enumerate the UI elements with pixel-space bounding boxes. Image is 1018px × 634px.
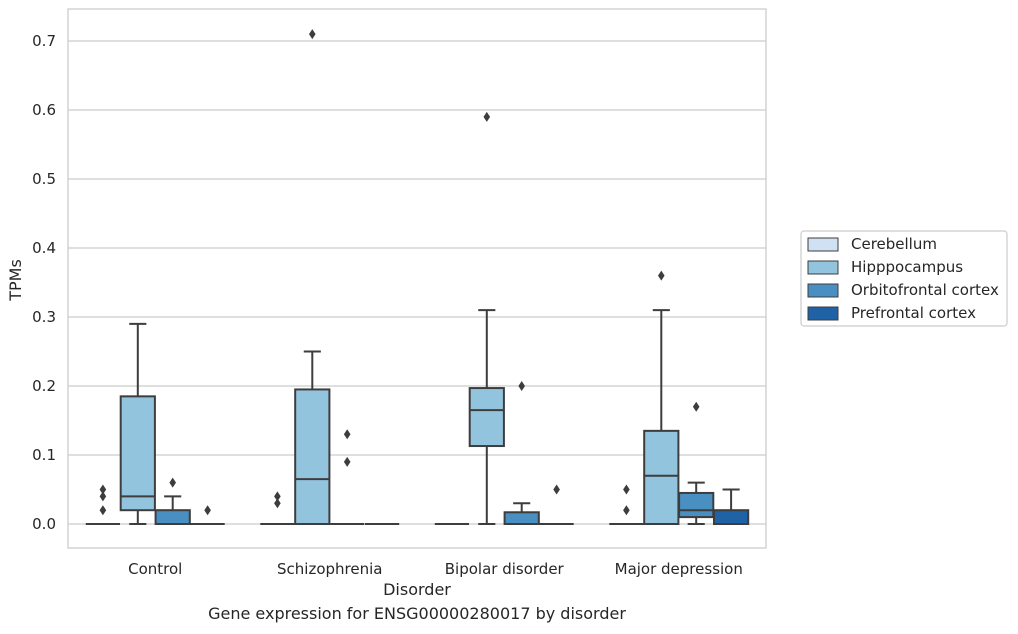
outlier-point [658, 270, 665, 281]
x-tick-label: Bipolar disorder [445, 560, 565, 578]
x-tick-label: Major depression [615, 560, 743, 578]
outlier-point [483, 111, 491, 122]
box-body [154, 509, 191, 526]
figure-caption: Gene expression for ENSG00000280017 by d… [208, 604, 626, 623]
box-hipppocampus [119, 322, 156, 525]
box-orbitofrontal-cortex [503, 381, 540, 526]
outlier-point [309, 29, 316, 40]
outlier-point [343, 429, 351, 440]
legend-frame [800, 230, 1008, 327]
box-cerebellum [85, 484, 121, 525]
outlier-point [553, 484, 560, 495]
box-prefrontal-cortex [539, 484, 574, 525]
box-prefrontal-cortex [712, 488, 750, 526]
outlier-point [623, 505, 630, 516]
y-tick-label: 0.6 [32, 101, 56, 119]
x-tick-label: Schizophrenia [277, 560, 382, 578]
outlier-point [204, 505, 211, 516]
box-orbitofrontal-cortex [154, 477, 191, 526]
box-plots [85, 29, 750, 526]
box-hipppocampus [643, 270, 680, 526]
y-tick-label: 0.0 [32, 515, 56, 533]
grid-lines [68, 40, 766, 525]
box-prefrontal-cortex [190, 505, 225, 525]
legend-label: Hipppocampus [851, 258, 963, 276]
y-axis-label: TPMs [6, 259, 25, 302]
y-tick-labels: 0.0 0.1 0.2 0.3 0.4 0.5 0.6 0.7 [32, 32, 56, 533]
box-body [503, 511, 540, 526]
box-hipppocampus [294, 29, 331, 526]
box-body [678, 491, 715, 519]
legend-label: Prefrontal cortex [851, 304, 976, 322]
outlier-point [99, 491, 107, 502]
y-tick-label: 0.1 [32, 446, 56, 464]
legend-label: Cerebellum [851, 235, 937, 253]
outlier-point [343, 456, 351, 467]
legend-swatch [807, 283, 839, 298]
outlier-point [274, 498, 281, 509]
legend: Cerebellum Hipppocampus Orbitofrontal cort… [800, 230, 1008, 327]
outlier-point [169, 477, 176, 488]
outlier-point [623, 484, 630, 495]
x-tick-label: Control [128, 560, 182, 578]
box-orbitofrontal-cortex [330, 429, 365, 525]
outlier-point [99, 505, 107, 516]
outlier-point [99, 484, 107, 495]
outlier-point [274, 491, 281, 502]
box-body [712, 509, 750, 526]
box-hipppocampus [468, 111, 505, 525]
y-tick-label: 0.4 [32, 239, 56, 257]
x-axis-label: Disorder [383, 580, 451, 599]
legend-label: Orbitofrontal cortex [851, 281, 999, 299]
outlier-point [692, 401, 700, 412]
x-tick-labels: Control Schizophrenia Bipolar disorder Majo… [128, 560, 743, 578]
box-body [119, 395, 156, 512]
legend-swatch [807, 306, 839, 321]
y-tick-label: 0.5 [32, 170, 56, 188]
box-cerebellum [609, 484, 644, 525]
box-body [294, 388, 331, 526]
box-cerebellum [260, 491, 295, 525]
legend-swatch [807, 237, 839, 252]
box-body [468, 387, 505, 448]
y-tick-label: 0.7 [32, 32, 56, 50]
legend-swatch [807, 260, 839, 275]
y-tick-label: 0.3 [32, 308, 56, 326]
box-orbitofrontal-cortex [678, 401, 715, 525]
plot-frame [67, 8, 767, 549]
y-tick-label: 0.2 [32, 377, 56, 395]
outlier-point [518, 381, 525, 391]
box-body [643, 429, 680, 526]
